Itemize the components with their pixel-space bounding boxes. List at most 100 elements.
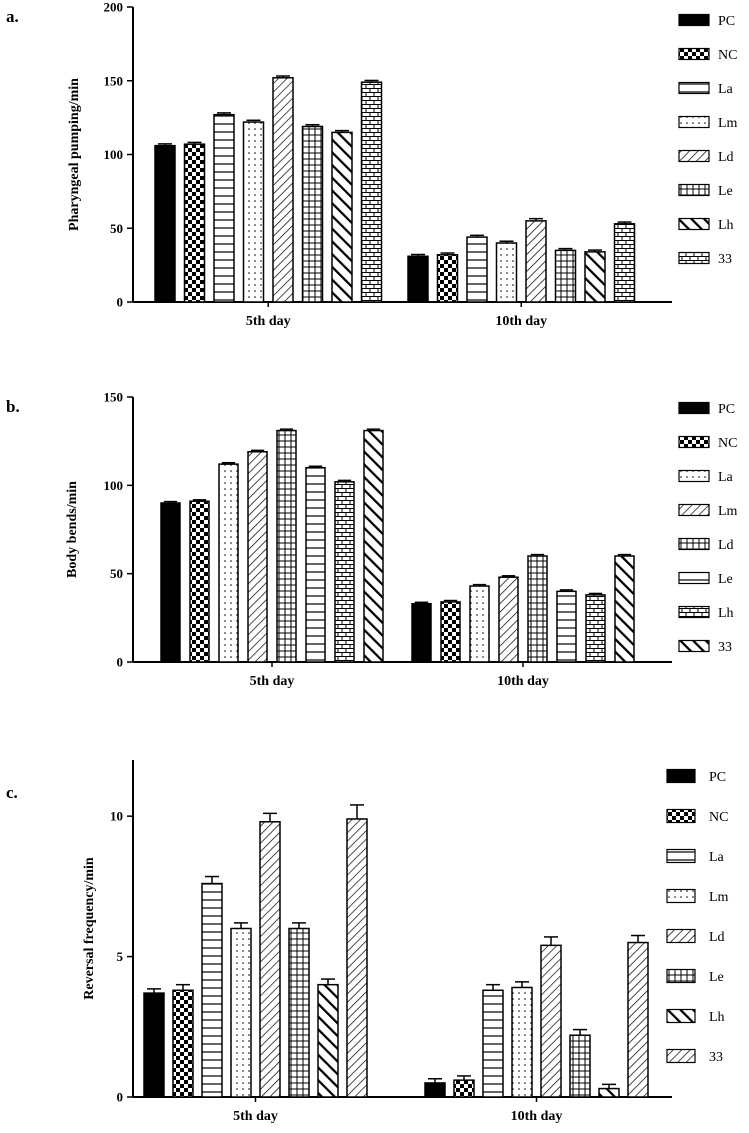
legend-label: La — [709, 850, 725, 865]
legend-swatch — [678, 605, 710, 619]
legend-label: Ld — [718, 150, 734, 165]
bar — [411, 602, 432, 663]
bar — [230, 927, 252, 1098]
y-tick-label: 100 — [104, 478, 124, 493]
y-tick-label: 0 — [117, 1090, 124, 1105]
legend-label: Lh — [718, 606, 734, 621]
bar — [183, 143, 206, 303]
panel-letter: a. — [6, 7, 19, 26]
bar — [440, 601, 461, 663]
bar — [614, 555, 635, 663]
panel-b: b. 0 50 100 150 Body bends/min 5th day 10th day… — [6, 390, 738, 690]
legend-label: La — [718, 82, 734, 97]
legend-swatch — [678, 503, 710, 517]
legend-swatch — [678, 47, 710, 61]
legend-label: 33 — [718, 252, 732, 267]
bar — [511, 986, 533, 1098]
bar — [201, 882, 223, 1098]
legend-swatch — [678, 571, 710, 585]
bar — [143, 992, 165, 1098]
bar — [189, 500, 210, 663]
bar — [301, 125, 324, 303]
bar — [482, 989, 504, 1098]
y-tick-label: 5 — [117, 949, 124, 964]
legend-swatch — [666, 1048, 696, 1064]
bar — [334, 481, 355, 663]
bar — [259, 821, 281, 1098]
legend-label: Le — [709, 970, 724, 985]
legend-swatch — [666, 968, 696, 984]
legend-label: Lm — [718, 504, 738, 519]
legend-swatch — [666, 888, 696, 904]
x-tick-label: 5th day — [233, 1109, 278, 1124]
legend-label: Lh — [709, 1010, 725, 1025]
legend-swatch — [666, 848, 696, 864]
y-axis-label: Reversal frequency/min — [82, 857, 97, 1000]
y-axis-label: Pharyngeal pumping/min — [67, 78, 82, 231]
legend-label: NC — [709, 810, 728, 825]
bar — [498, 576, 519, 663]
legend-swatch — [666, 928, 696, 944]
x-tick-label: 10th day — [511, 1109, 563, 1124]
legend-label: Ld — [718, 538, 734, 553]
y-tick-label: 200 — [104, 0, 124, 15]
legend-swatch — [666, 808, 696, 824]
bar — [453, 1079, 475, 1098]
x-tick-label: 5th day — [250, 674, 295, 689]
bar — [469, 585, 490, 663]
bar — [218, 463, 239, 663]
y-tick-label: 0 — [117, 655, 124, 670]
legend-label: 33 — [709, 1050, 723, 1065]
legend-swatch — [678, 81, 710, 95]
bar — [495, 242, 518, 303]
x-tick-label: 5th day — [246, 314, 291, 329]
bar — [540, 944, 562, 1098]
y-tick-label: 0 — [117, 295, 124, 310]
bar — [363, 429, 384, 663]
legend-label: Lm — [718, 116, 738, 131]
panel-letter: c. — [6, 783, 18, 802]
bar — [247, 451, 268, 663]
legend-label: Lm — [709, 890, 729, 905]
y-tick-label: 150 — [104, 73, 124, 88]
legend-label: PC — [709, 770, 726, 785]
bar — [172, 989, 194, 1098]
bar — [346, 818, 368, 1098]
legend-swatch — [678, 469, 710, 483]
y-tick-label: 50 — [110, 566, 123, 581]
bar — [331, 131, 353, 303]
legend-label: Le — [718, 184, 733, 199]
legend-swatch — [678, 251, 710, 265]
legend-label: La — [718, 470, 734, 485]
bar — [360, 81, 383, 303]
y-axis-label: Body bends/min — [65, 481, 80, 578]
bar — [160, 502, 181, 663]
legend-label: PC — [718, 402, 735, 417]
legend-swatch — [678, 13, 710, 27]
bar — [598, 1087, 620, 1098]
legend-swatch — [678, 639, 710, 653]
bar — [569, 1034, 591, 1098]
legend-label: Lh — [718, 218, 734, 233]
bar — [276, 429, 297, 663]
legend-label: NC — [718, 436, 737, 451]
legend-label: PC — [718, 14, 735, 29]
legend-label: 33 — [718, 640, 732, 655]
bar — [585, 594, 606, 663]
y-tick-label: 150 — [104, 390, 124, 405]
bar — [407, 255, 429, 303]
x-tick-label: 10th day — [497, 674, 549, 689]
bar — [525, 220, 547, 303]
bar — [154, 144, 176, 303]
bar — [554, 249, 577, 303]
legend-label: Le — [718, 572, 733, 587]
y-tick-label: 50 — [110, 221, 123, 236]
legend-swatch — [666, 768, 696, 784]
bar — [242, 121, 265, 303]
legend-label: Ld — [709, 930, 725, 945]
legend-swatch — [678, 115, 710, 129]
bar — [466, 236, 488, 303]
legend-swatch — [678, 149, 710, 163]
bar — [436, 254, 459, 303]
